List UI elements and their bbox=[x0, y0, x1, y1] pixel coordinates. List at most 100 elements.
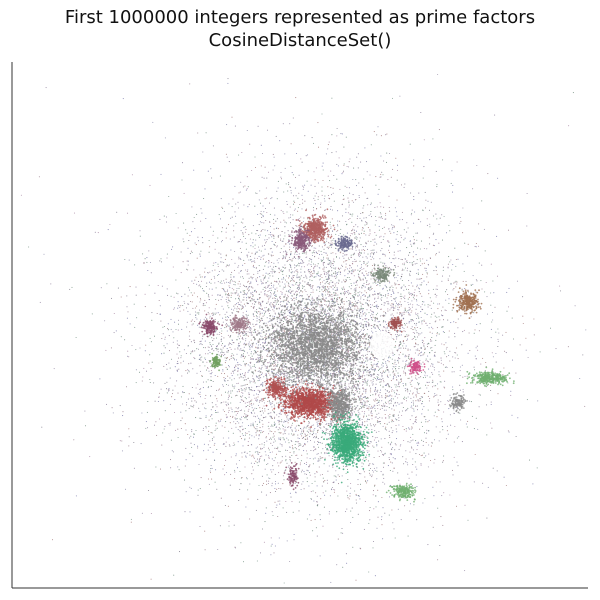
scatter-point bbox=[212, 264, 214, 266]
scatter-point bbox=[303, 266, 305, 268]
scatter-point bbox=[339, 365, 341, 368]
scatter-point bbox=[407, 335, 409, 337]
scatter-point bbox=[280, 432, 282, 434]
scatter-point bbox=[188, 239, 190, 242]
scatter-point bbox=[402, 263, 404, 265]
scatter-point bbox=[309, 436, 311, 438]
scatter-point bbox=[437, 303, 439, 305]
scatter-point bbox=[274, 367, 276, 369]
scatter-point bbox=[286, 511, 288, 513]
scatter-point bbox=[420, 284, 423, 286]
scatter-point bbox=[249, 328, 251, 330]
scatter-point bbox=[441, 280, 443, 282]
scatter-point bbox=[268, 438, 270, 440]
scatter-point bbox=[279, 451, 281, 453]
scatter-point bbox=[244, 427, 246, 430]
scatter-point bbox=[233, 378, 235, 380]
scatter-point bbox=[168, 350, 171, 352]
scatter-point bbox=[365, 302, 367, 304]
scatter-point bbox=[139, 235, 141, 237]
scatter-point bbox=[439, 431, 441, 433]
scatter-point bbox=[431, 313, 433, 315]
scatter-point bbox=[250, 293, 252, 295]
scatter-point bbox=[372, 494, 374, 496]
scatter-point bbox=[404, 365, 407, 367]
scatter-point bbox=[491, 311, 494, 314]
scatter-point bbox=[373, 360, 375, 362]
scatter-point bbox=[283, 330, 285, 332]
scatter-point bbox=[270, 287, 272, 289]
scatter-point bbox=[353, 391, 355, 394]
scatter-point bbox=[269, 272, 271, 274]
scatter-point bbox=[381, 446, 383, 448]
scatter-point bbox=[345, 254, 347, 256]
scatter-point bbox=[397, 402, 399, 404]
scatter-point bbox=[244, 413, 246, 415]
scatter-point bbox=[299, 256, 301, 258]
scatter-point bbox=[229, 238, 231, 240]
scatter-point bbox=[369, 385, 371, 387]
scatter-point bbox=[270, 306, 273, 308]
scatter-point bbox=[291, 429, 293, 431]
scatter-point bbox=[451, 170, 453, 172]
scatter-point bbox=[227, 293, 230, 295]
scatter-point bbox=[389, 318, 391, 320]
scatter-point bbox=[144, 258, 146, 260]
scatter-point bbox=[367, 418, 369, 420]
scatter-point bbox=[353, 289, 355, 291]
scatter-point bbox=[342, 322, 344, 325]
scatter-point bbox=[292, 324, 294, 326]
scatter-point bbox=[406, 364, 408, 366]
scatter-point bbox=[415, 317, 418, 320]
scatter-point bbox=[298, 445, 300, 447]
scatter-point bbox=[230, 473, 232, 475]
scatter-point bbox=[260, 279, 262, 281]
scatter-point bbox=[424, 207, 427, 209]
scatter-point bbox=[397, 397, 399, 399]
scatter-point bbox=[191, 324, 193, 326]
scatter-point bbox=[173, 308, 175, 310]
scatter-point bbox=[286, 304, 288, 306]
scatter-point bbox=[363, 388, 365, 390]
scatter-point bbox=[286, 415, 288, 417]
scatter-point bbox=[332, 192, 334, 194]
scatter-point bbox=[190, 405, 192, 407]
scatter-point bbox=[408, 334, 410, 336]
scatter-point bbox=[258, 249, 260, 251]
scatter-point bbox=[336, 422, 338, 425]
scatter-point bbox=[418, 291, 420, 293]
scatter-point bbox=[376, 134, 378, 136]
scatter-point bbox=[350, 373, 352, 375]
scatter-point bbox=[363, 400, 365, 402]
scatter-point bbox=[297, 457, 299, 460]
scatter-point bbox=[354, 300, 356, 302]
scatter-point bbox=[355, 494, 357, 496]
scatter-point bbox=[415, 314, 417, 316]
scatter-point bbox=[411, 447, 413, 449]
scatter-point bbox=[284, 318, 286, 320]
scatter-point bbox=[358, 286, 360, 288]
scatter-point bbox=[352, 228, 354, 230]
scatter-point bbox=[361, 376, 363, 378]
scatter-point bbox=[360, 309, 362, 311]
scatter-point bbox=[265, 507, 267, 509]
scatter-point bbox=[271, 482, 273, 484]
scatter-point bbox=[459, 481, 461, 483]
scatter-point bbox=[430, 316, 432, 318]
scatter-point bbox=[217, 299, 220, 301]
scatter-point bbox=[183, 349, 185, 351]
scatter-point bbox=[228, 265, 230, 267]
scatter-point bbox=[377, 369, 380, 372]
scatter-point bbox=[251, 331, 253, 333]
scatter-point bbox=[313, 429, 315, 431]
scatter-point bbox=[417, 273, 419, 276]
scatter-point bbox=[364, 333, 367, 336]
scatter-point bbox=[288, 319, 290, 321]
scatter-point bbox=[285, 275, 287, 277]
scatter-point bbox=[349, 192, 351, 194]
scatter-point bbox=[334, 333, 336, 336]
scatter-point bbox=[292, 387, 294, 389]
scatter-point bbox=[359, 313, 361, 315]
scatter-point bbox=[257, 394, 259, 396]
scatter-point bbox=[407, 288, 410, 291]
